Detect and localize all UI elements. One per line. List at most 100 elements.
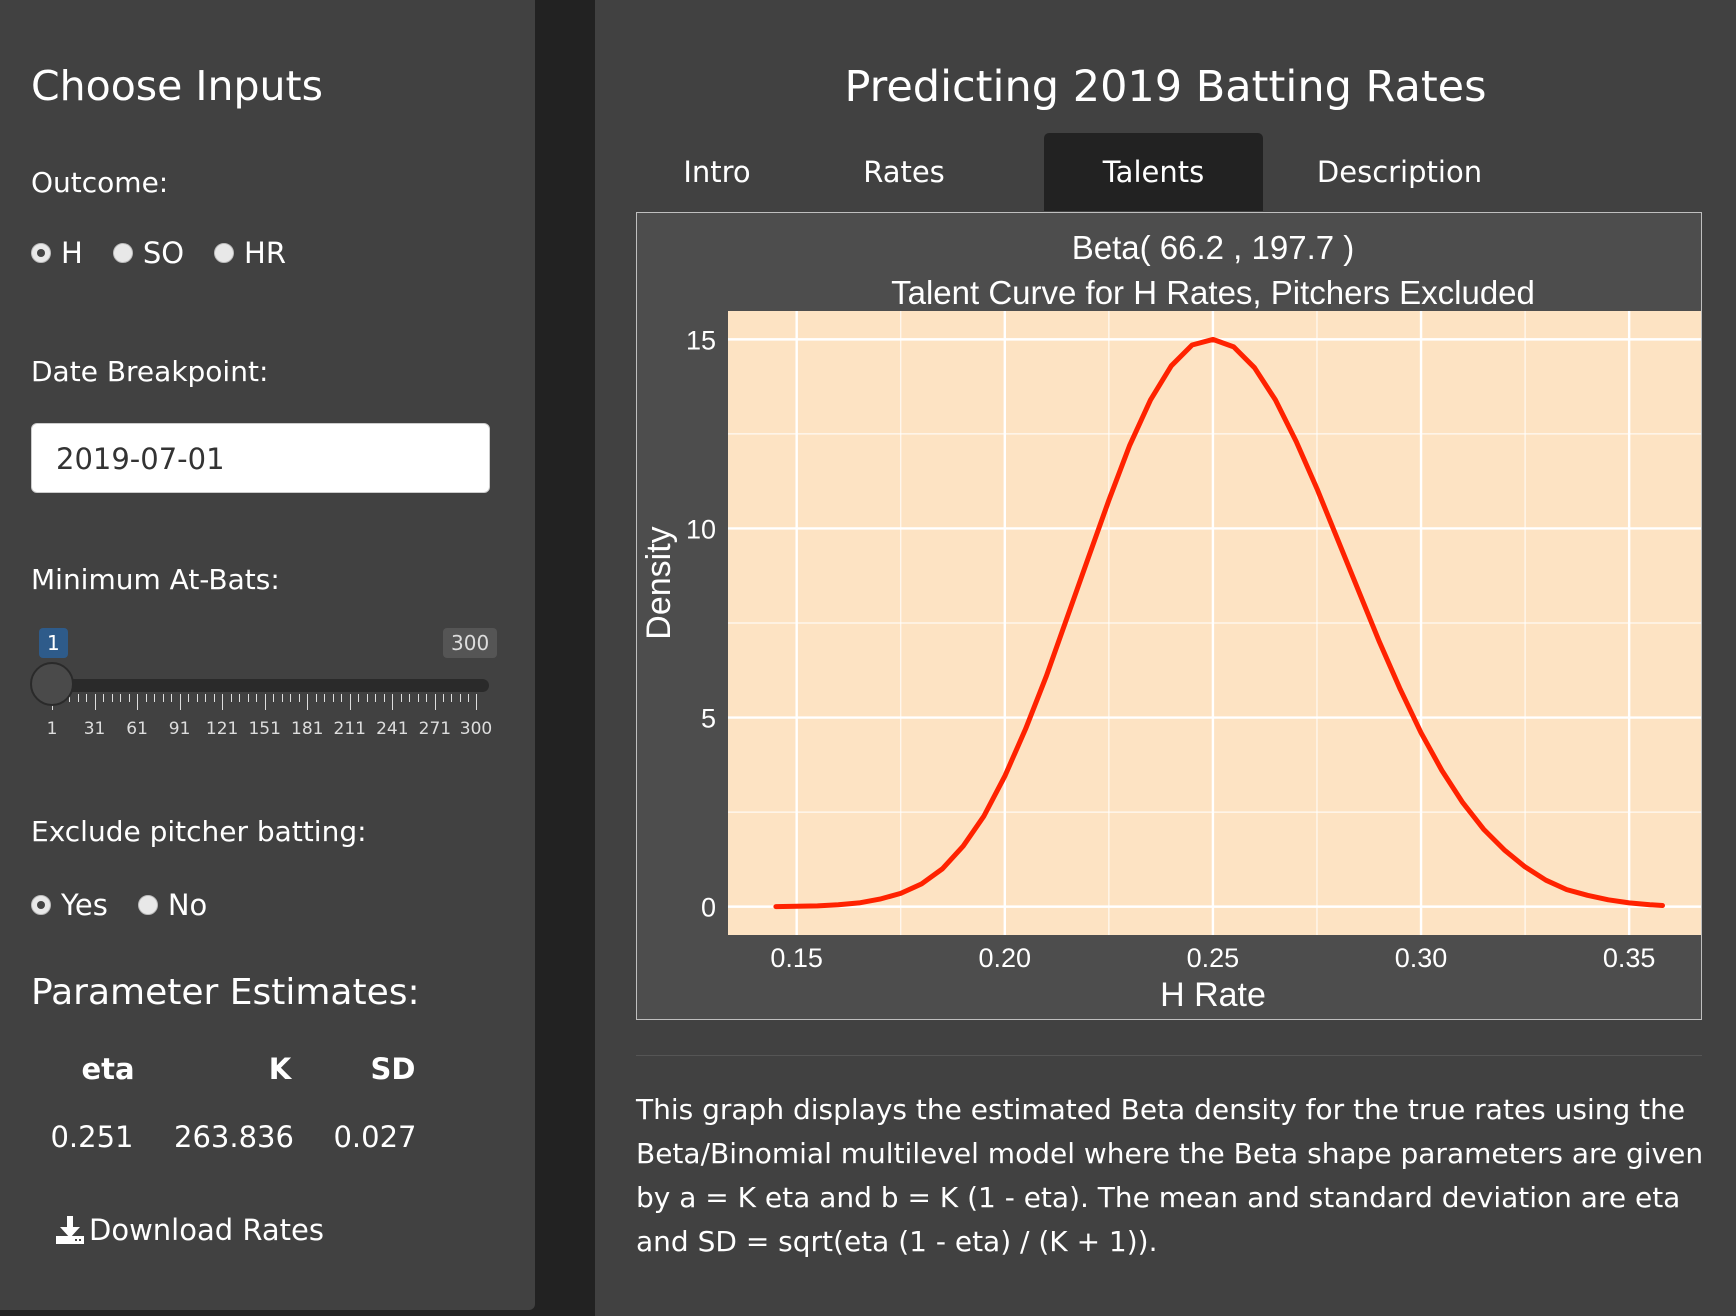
radio-unchecked-icon[interactable]	[214, 243, 235, 263]
slider-minor-tick	[69, 694, 71, 702]
description-text: This graph displays the estimated Beta d…	[636, 1093, 1704, 1258]
outcome-radio-h[interactable]: H	[31, 236, 83, 270]
slider-minor-tick	[290, 694, 292, 702]
radio-unchecked-icon[interactable]	[112, 243, 133, 263]
slider-tick-label: 121	[205, 719, 239, 739]
download-label: Download Rates	[89, 1213, 324, 1247]
exclude-option-label: Yes	[61, 888, 108, 922]
slider-minor-tick	[273, 694, 275, 702]
slider-minor-tick	[281, 694, 283, 702]
outcome-radio-hr[interactable]: HR	[214, 236, 286, 270]
slider-minor-tick	[375, 694, 377, 702]
slider-tick-label: 300	[459, 719, 493, 739]
min-at-bats-label: Minimum At-Bats:	[31, 563, 280, 596]
chart-subtitle: Talent Curve for H Rates, Pitchers Exclu…	[891, 274, 1535, 311]
min-at-bats-slider-handle[interactable]	[30, 662, 74, 706]
exclude-radio-no[interactable]: No	[137, 888, 208, 922]
y-axis-ticks: 0 5 10 15	[686, 325, 716, 922]
outcome-radio-so[interactable]: SO	[112, 236, 184, 270]
sidebar-title: Choose Inputs	[31, 62, 323, 110]
slider-minor-tick	[256, 694, 258, 702]
slider-minor-tick	[162, 694, 164, 702]
exclude-option-label: No	[167, 888, 208, 922]
x-tick-label: 0.15	[770, 943, 823, 973]
slider-tick-label: 211	[333, 719, 367, 739]
radio-unchecked-icon[interactable]	[137, 895, 158, 915]
slider-minor-tick	[467, 694, 469, 702]
slider-max-badge: 300	[443, 628, 498, 658]
slider-minor-tick	[77, 694, 79, 702]
outcome-radio-group: H SO HR	[31, 236, 316, 270]
slider-minor-tick	[86, 694, 88, 702]
date-breakpoint-input[interactable]: 2019-07-01	[31, 423, 490, 493]
slider-major-tick	[349, 694, 351, 710]
slider-tick-label: 271	[418, 719, 452, 739]
radio-checked-icon[interactable]	[31, 243, 51, 263]
exclude-radio-yes[interactable]: Yes	[31, 888, 108, 922]
slider-minor-tick	[103, 694, 105, 702]
slider-major-tick	[476, 694, 477, 710]
min-at-bats-slider-track[interactable]	[33, 679, 489, 692]
param-header-k: K	[268, 1052, 292, 1086]
slider-minor-tick	[205, 694, 207, 702]
slider-minor-tick	[400, 694, 402, 702]
sidebar: Choose Inputs Outcome: H SO HR Date Brea…	[0, 0, 535, 1310]
slider-minor-tick	[417, 694, 419, 702]
param-value-sd: 0.027	[333, 1120, 417, 1154]
exclude-radio-group: Yes No	[31, 888, 237, 922]
tab-intro[interactable]: Intro	[683, 155, 751, 189]
exclude-pitcher-label: Exclude pitcher batting:	[31, 815, 367, 848]
slider-minor-tick	[451, 694, 453, 702]
tab-talents[interactable]: Talents	[1044, 133, 1263, 211]
slider-major-tick	[179, 694, 181, 710]
slider-minor-tick	[196, 694, 198, 702]
slider-minor-tick	[341, 694, 343, 702]
outcome-option-label: HR	[244, 236, 287, 270]
slider-tick-label: 241	[376, 719, 409, 739]
slider-tick-label: 61	[126, 719, 148, 739]
slider-tick-label: 1	[46, 719, 58, 739]
grid-lines	[728, 311, 1701, 935]
density-curve	[773, 336, 1665, 910]
slider-tick-label: 181	[291, 719, 324, 739]
slider-major-tick	[222, 694, 224, 710]
slider-minor-tick	[443, 694, 445, 702]
tab-description[interactable]: Description	[1316, 155, 1483, 189]
slider-value-badge: 1	[39, 628, 68, 658]
slider-minor-tick	[409, 694, 411, 702]
x-axis-label: H Rate	[1160, 976, 1266, 1014]
y-tick-label: 10	[686, 514, 716, 544]
y-tick-label: 5	[701, 704, 716, 734]
slider-minor-tick	[230, 694, 232, 702]
slider-minor-tick	[426, 694, 428, 702]
param-value-eta: 0.251	[50, 1120, 134, 1154]
slider-major-tick	[392, 694, 394, 710]
tab-rates[interactable]: Rates	[863, 155, 945, 189]
slider-minor-tick	[154, 694, 156, 702]
slider-minor-tick	[145, 694, 147, 702]
slider-ticks: 1 31 61 91 121 151 181 211 241 271 300	[33, 694, 493, 744]
x-tick-label: 0.20	[979, 943, 1032, 973]
slider-major-tick	[264, 694, 266, 710]
slider-major-tick	[137, 694, 139, 710]
date-breakpoint-label: Date Breakpoint:	[31, 355, 269, 388]
x-tick-label: 0.25	[1187, 943, 1240, 973]
slider-major-tick	[307, 694, 309, 710]
slider-minor-tick	[128, 694, 130, 702]
x-tick-label: 0.30	[1395, 943, 1448, 973]
page-title: Predicting 2019 Batting Rates	[844, 62, 1487, 112]
y-tick-label: 15	[686, 325, 716, 355]
slider-major-tick	[434, 694, 436, 710]
radio-checked-icon[interactable]	[31, 895, 51, 915]
param-header-eta: eta	[81, 1052, 135, 1086]
slider-minor-tick	[324, 694, 326, 702]
x-tick-label: 0.35	[1603, 943, 1656, 973]
slider-minor-tick	[332, 694, 334, 702]
slider-minor-tick	[213, 694, 215, 702]
download-rates-button[interactable]: Download Rates	[55, 1213, 324, 1247]
param-value-k: 263.836	[174, 1120, 294, 1154]
main-panel: Predicting 2019 Batting Rates Intro Rate…	[595, 0, 1736, 1316]
slider-minor-tick	[459, 694, 461, 702]
divider	[636, 1055, 1702, 1056]
chart-title: Beta( 66.2 , 197.7 )	[1072, 229, 1355, 266]
